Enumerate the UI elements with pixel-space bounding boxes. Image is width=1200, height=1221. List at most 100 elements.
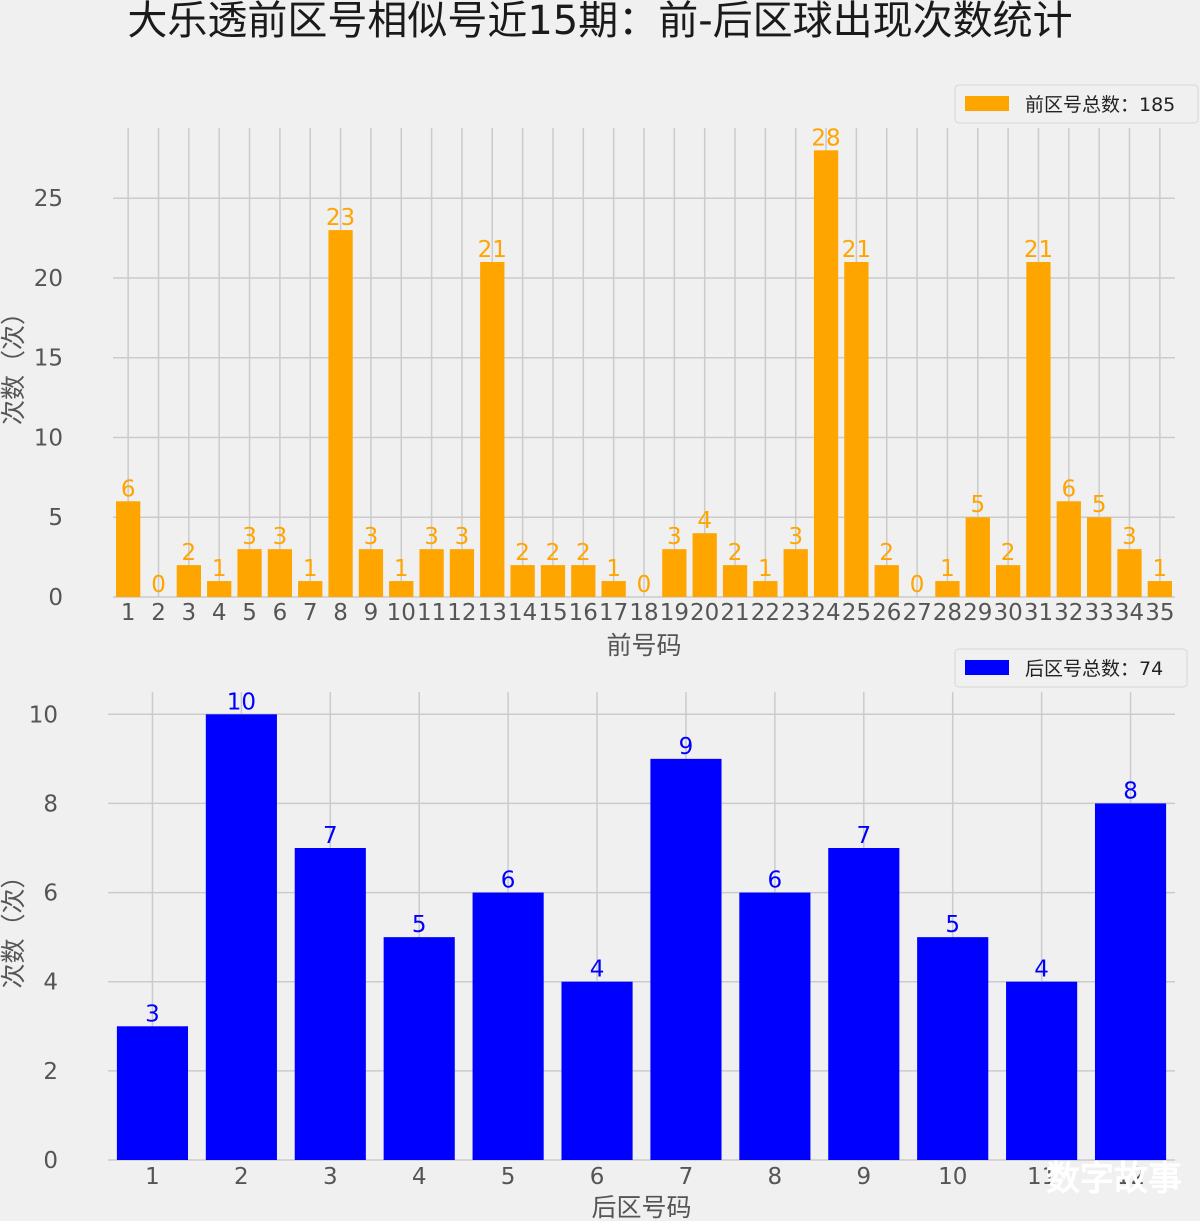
bar (389, 581, 414, 597)
bar-value-label: 4 (1034, 957, 1049, 983)
bar-value-label: 21 (478, 237, 507, 263)
bar-value-label: 3 (145, 1001, 160, 1027)
bar (783, 549, 808, 597)
x-tick-label: 9 (856, 1164, 871, 1190)
x-tick-label: 14 (508, 600, 537, 626)
x-tick-label: 2 (234, 1164, 249, 1190)
bar (176, 565, 201, 597)
bar (601, 581, 626, 597)
x-tick-label: 26 (872, 600, 901, 626)
bar (449, 549, 475, 597)
bar-value-label: 2 (728, 540, 743, 566)
bar (294, 848, 366, 1160)
watermark-text: 数字故事 (1046, 1159, 1182, 1199)
bar-value-label: 2 (576, 540, 591, 566)
bar (358, 549, 384, 597)
bar-value-label: 7 (323, 823, 338, 849)
bar-value-label: 2 (1001, 540, 1016, 566)
x-tick-label: 23 (781, 600, 810, 626)
bar-value-label: 5 (970, 492, 985, 518)
bar (753, 581, 778, 597)
bar-value-label: 1 (212, 556, 227, 582)
bar-value-label: 10 (227, 689, 256, 715)
bar (722, 565, 748, 597)
bar (844, 262, 869, 597)
legend-swatch (965, 660, 1009, 675)
x-tick-label: 34 (1115, 600, 1144, 626)
x-tick-label: 31 (1024, 600, 1053, 626)
x-tick-label: 28 (933, 600, 962, 626)
bar-value-label: 23 (326, 205, 355, 231)
x-tick-label: 20 (690, 600, 719, 626)
bar (739, 892, 811, 1160)
x-tick-label: 6 (590, 1164, 605, 1190)
bar-value-label: 2 (879, 540, 894, 566)
bar (298, 581, 323, 597)
bar (692, 533, 717, 597)
x-tick-label: 22 (751, 600, 780, 626)
bar-value-label: 9 (679, 734, 694, 760)
x-tick-label: 33 (1085, 600, 1114, 626)
bar-value-label: 1 (758, 556, 773, 582)
x-tick-label: 29 (963, 600, 992, 626)
bar-value-label: 7 (856, 823, 871, 849)
bar-value-label: 2 (182, 540, 197, 566)
x-tick-label: 9 (364, 600, 379, 626)
y-tick-label: 6 (43, 881, 58, 907)
y-axis-label: 次数（次） (0, 863, 28, 988)
bar-value-label: 3 (455, 524, 470, 550)
x-tick-label: 12 (1116, 1164, 1145, 1190)
bar (480, 262, 505, 597)
bar (828, 848, 900, 1160)
bar-value-label: 0 (910, 572, 925, 598)
bar (207, 581, 232, 597)
bar (116, 1026, 189, 1160)
y-tick-label: 0 (43, 1148, 58, 1174)
x-axis-label: 后区号码 (591, 1193, 691, 1221)
bar-value-label: 5 (1092, 492, 1107, 518)
bar (995, 565, 1021, 597)
x-tick-label: 4 (212, 600, 227, 626)
legend-swatch (965, 96, 1009, 111)
y-tick-label: 10 (29, 702, 58, 728)
bar-value-label: 4 (590, 957, 605, 983)
bar-value-label: 6 (121, 476, 136, 502)
x-tick-label: 2 (151, 600, 166, 626)
bar (267, 549, 293, 597)
y-tick-label: 10 (34, 425, 63, 451)
y-tick-label: 25 (34, 186, 63, 212)
legend: 后区号总数：74 (954, 648, 1188, 688)
bar-value-label: 0 (151, 572, 166, 598)
bar-value-label: 3 (242, 524, 257, 550)
x-tick-label: 1 (121, 600, 136, 626)
bar-value-label: 3 (364, 524, 379, 550)
y-tick-label: 4 (43, 970, 58, 996)
x-tick-label: 1 (145, 1164, 160, 1190)
y-tick-label: 5 (48, 505, 63, 531)
bar (419, 549, 444, 597)
bar (650, 758, 722, 1160)
bar-value-label: 4 (697, 508, 712, 534)
x-tick-label: 8 (768, 1164, 783, 1190)
bar (874, 565, 899, 597)
bar-value-label: 2 (515, 540, 530, 566)
x-tick-label: 4 (412, 1164, 427, 1190)
bar (540, 565, 566, 597)
bar-value-label: 5 (945, 912, 960, 938)
y-tick-label: 0 (48, 585, 63, 611)
bar (1056, 501, 1081, 597)
x-tick-label: 3 (182, 600, 197, 626)
y-tick-label: 15 (34, 346, 63, 372)
bar (237, 549, 262, 597)
x-tick-label: 18 (629, 600, 658, 626)
bar (1006, 981, 1078, 1160)
bar-value-label: 28 (811, 125, 840, 151)
x-tick-label: 5 (242, 600, 257, 626)
bar (561, 981, 633, 1160)
bar (1026, 262, 1051, 597)
x-tick-label: 17 (599, 600, 628, 626)
y-tick-label: 8 (43, 791, 58, 817)
bar (383, 937, 455, 1160)
x-axis-label: 前号码 (606, 631, 681, 660)
